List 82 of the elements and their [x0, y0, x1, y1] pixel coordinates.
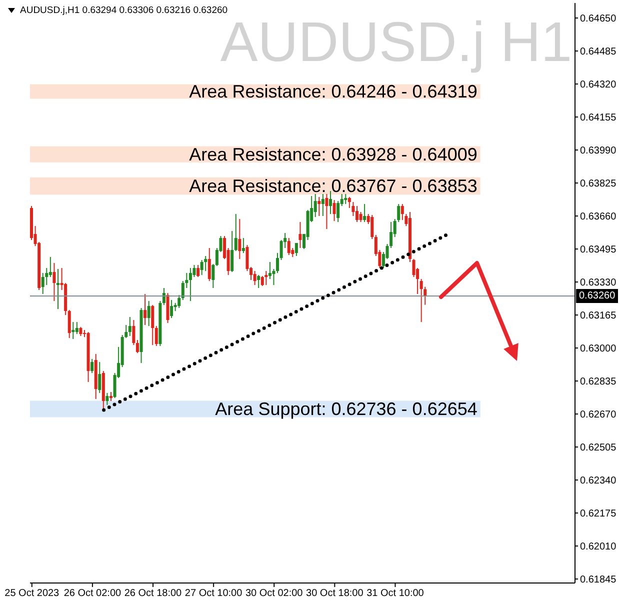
y-tick-label: 0.62670: [580, 410, 617, 421]
candlestick: [151, 304, 154, 346]
candlestick: [162, 288, 166, 306]
candlestick: [208, 248, 211, 282]
y-tick-label: 0.63000: [580, 344, 617, 355]
candlestick: [98, 362, 102, 394]
y-tick-label: 0.63495: [580, 244, 617, 256]
candlestick: [52, 262, 56, 302]
candlestick: [234, 214, 238, 252]
candlestick: [212, 264, 215, 288]
candlestick: [257, 274, 260, 288]
y-tick-label: 0.64155: [580, 112, 617, 124]
y-tick-label: 0.63660: [580, 212, 617, 223]
y-tick-label: 0.63330: [580, 278, 617, 289]
y-tick-label: 0.62175: [580, 508, 617, 520]
candlestick: [144, 294, 147, 326]
x-tick-label: 26 Oct 02:00: [64, 588, 122, 600]
y-tick-label: 0.64485: [580, 46, 617, 58]
candlestick: [355, 206, 358, 222]
candlestick: [147, 300, 150, 326]
candlestick: [188, 268, 192, 302]
candlestick: [75, 322, 78, 334]
candlestick: [178, 294, 181, 308]
band-label: Area Resistance: 0.63767 - 0.63853: [189, 176, 478, 196]
band-label: Area Resistance: 0.64246 - 0.64319: [189, 82, 478, 102]
candlestick: [68, 310, 71, 338]
candlestick: [294, 242, 298, 256]
candlestick: [238, 218, 242, 260]
y-tick-label: 0.64320: [580, 80, 617, 91]
y-tick-label: 0.62835: [580, 376, 617, 388]
candlestick: [230, 230, 234, 272]
candlestick: [348, 196, 351, 208]
candlestick: [154, 326, 158, 346]
candlestick: [196, 264, 200, 278]
candlestick: [325, 194, 328, 230]
y-tick-label: 0.63990: [580, 146, 617, 157]
candlestick: [253, 270, 256, 286]
y-tick-label: 0.63165: [580, 310, 617, 322]
candlestick: [336, 200, 340, 222]
x-tick-label: 27 Oct 10:00: [184, 588, 243, 600]
candlestick: [106, 392, 109, 406]
x-tick-label: 26 Oct 18:00: [124, 588, 182, 600]
candlestick: [242, 238, 245, 254]
candlestick: [400, 204, 404, 220]
candlestick: [128, 316, 132, 336]
y-tick-label: 0.63825: [580, 178, 617, 190]
x-tick-label: 25 Oct 2023: [4, 588, 60, 600]
candlestick: [132, 320, 136, 346]
x-tick-label: 30 Oct 18:00: [306, 588, 364, 600]
candlestick: [90, 358, 94, 374]
candlestick: [420, 278, 423, 322]
y-tick-label: 0.62010: [580, 542, 617, 553]
candlestick: [264, 270, 268, 286]
candlestick: [318, 196, 321, 216]
band-label: Area Resistance: 0.63928 - 0.64009: [189, 144, 478, 164]
candlestick: [204, 256, 208, 272]
band-label: Area Support: 0.62736 - 0.62654: [215, 399, 478, 419]
x-tick-label: 30 Oct 02:00: [245, 588, 304, 600]
candlestick: [72, 322, 75, 340]
candlestick: [56, 268, 60, 310]
candlestick: [363, 204, 366, 222]
x-tick-label: 31 Oct 10:00: [366, 588, 424, 600]
candlestick: [48, 256, 52, 278]
candlestick: [136, 340, 139, 354]
candlestick: [287, 238, 290, 256]
candlestick: [200, 260, 204, 276]
candlestick: [276, 252, 280, 274]
candlestick: [298, 222, 302, 248]
candlestick: [246, 244, 249, 272]
ref-line-label: 0.63260: [579, 290, 616, 302]
y-tick-label: 0.61845: [580, 574, 617, 586]
y-tick-label: 0.64650: [580, 14, 617, 25]
candlestick: [170, 300, 174, 318]
candlestick: [321, 194, 324, 216]
candlestick: [370, 214, 374, 240]
candlestick: [328, 190, 332, 214]
y-tick-label: 0.62505: [580, 442, 617, 454]
y-tick-label: 0.62340: [580, 476, 617, 487]
candlestick: [344, 194, 348, 204]
candlestick: [332, 200, 336, 222]
candlestick: [359, 212, 362, 222]
candlestick: [314, 194, 317, 218]
